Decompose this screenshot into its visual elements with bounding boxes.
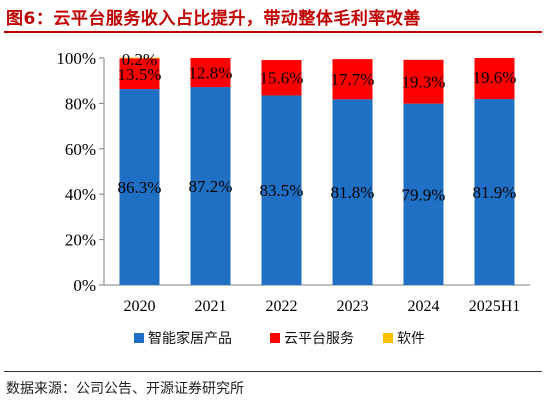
bar-segment-1: [403, 103, 444, 285]
bar-segment-2: [119, 58, 160, 90]
legend-swatch-1: [134, 333, 144, 343]
data-label-series-2: 17.7%: [331, 70, 375, 89]
data-label-series-2: 19.6%: [473, 68, 517, 87]
legend-swatch-3: [383, 333, 393, 343]
bar-segment-1: [190, 87, 231, 285]
bar-segment-3: [119, 57, 160, 59]
y-tick-label: 0%: [73, 276, 96, 295]
x-tick-label: 2021: [195, 298, 227, 315]
x-tick-label: 2025H1: [469, 298, 521, 315]
source-note: 数据来源：公司公告、开源证券研究所: [6, 381, 244, 397]
data-label-series-2: 15.6%: [260, 69, 304, 88]
bar-segment-2: [403, 59, 444, 104]
x-tick-label: 2023: [337, 298, 369, 315]
legend-label-3: 软件: [397, 331, 425, 347]
legend-swatch-2: [270, 333, 280, 343]
x-tick-label: 2022: [266, 298, 298, 315]
legend-label-1: 智能家居产品: [148, 330, 232, 347]
x-tick-label: 2024: [408, 298, 440, 315]
stacked-bar-chart: 0% 20% 40% 60% 80% 100% 2020 2021 2022 2023 2024 20…: [56, 49, 530, 347]
data-label-series-2: 12.8%: [189, 64, 233, 83]
y-tick-label: 60%: [65, 140, 96, 159]
bar-segment-1: [332, 99, 373, 286]
data-label-series-1: 86.3%: [118, 178, 162, 197]
bar-segment-1: [119, 89, 160, 285]
source-divider: [4, 371, 542, 372]
bar-segment-2: [332, 59, 373, 100]
title-divider: [4, 31, 542, 33]
bar-segment-2: [261, 60, 302, 96]
y-tick-label: 20%: [65, 231, 96, 250]
legend-label-2: 云平台服务: [284, 331, 354, 347]
bar-segment-1: [261, 95, 302, 285]
bar-segment-1: [474, 99, 515, 285]
data-label-series-1: 83.5%: [260, 181, 304, 200]
chart-title: 图6：云平台服务收入占比提升，带动整体毛利率改善: [6, 9, 421, 29]
data-label-series-1: 79.9%: [402, 185, 446, 204]
y-tick-label: 40%: [65, 185, 96, 204]
data-label-series-1: 87.2%: [189, 177, 233, 196]
bar-segment-2: [474, 58, 515, 100]
data-label-series-2: 19.3%: [402, 73, 446, 92]
x-tick-label: 2020: [124, 298, 156, 315]
bar-segment-2: [190, 58, 231, 88]
data-label-series-2: 13.5%: [118, 65, 162, 84]
data-label-series-1: 81.8%: [331, 183, 375, 202]
y-tick-label: 80%: [65, 94, 96, 113]
data-label-series-3: 0.2%: [122, 50, 157, 69]
y-tick-label: 100%: [56, 49, 96, 68]
data-label-series-1: 81.9%: [473, 183, 517, 202]
